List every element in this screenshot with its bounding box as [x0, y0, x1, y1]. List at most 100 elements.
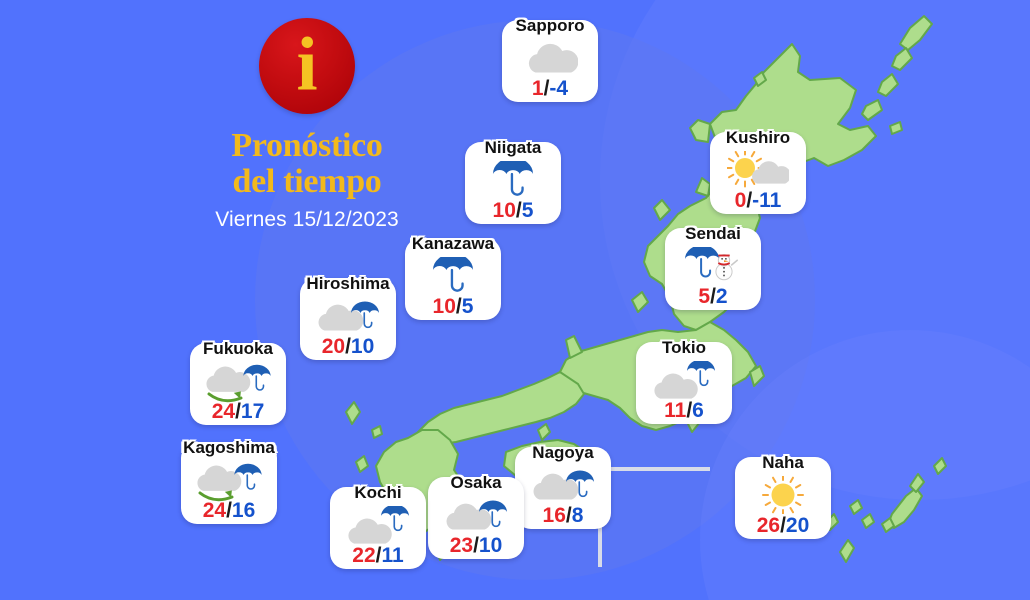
city-label-kushiro: Kushiro — [725, 128, 791, 147]
temp-separator-kagoshima: / — [226, 499, 232, 522]
weather-card-tokio[interactable]: Tokio 11/6 — [636, 338, 732, 424]
temp-separator-kochi: / — [375, 544, 382, 567]
temperature-range-kagoshima: 24/16 — [181, 499, 277, 523]
temperature-range-fukuoka: 24/17 — [190, 400, 286, 424]
temp-max-osaka: 23 — [449, 534, 474, 557]
temp-min-niigata: 5 — [521, 199, 534, 222]
weather-card-kanazawa[interactable]: Kanazawa 10/5 — [405, 234, 501, 320]
temp-min-osaka: 10 — [478, 534, 503, 557]
temp-separator-kanazawa: / — [455, 295, 462, 318]
island-iki — [371, 425, 383, 439]
temperature-range-kochi: 22/11 — [330, 544, 426, 568]
temperature-range-niigata: 10/5 — [465, 199, 561, 223]
city-label-kochi: Kochi — [354, 483, 402, 502]
temp-max-hiroshima: 20 — [321, 335, 346, 358]
temp-separator-kushiro: / — [746, 189, 753, 212]
region-hokkaido-cape — [689, 119, 711, 143]
city-label-niigata: Niigata — [484, 138, 542, 157]
temp-min-sapporo: -4 — [549, 77, 569, 100]
temperature-range-kushiro: 0/-11 — [710, 189, 806, 213]
cloud-wind-umbrella-icon — [190, 362, 286, 403]
page-title-line1: Pronóstico — [231, 127, 383, 164]
temp-max-fukuoka: 24 — [211, 400, 236, 423]
city-label-fukuoka: Fukuoka — [203, 339, 273, 358]
info-icon-glyph: i — [296, 22, 318, 107]
city-label-nagoya: Nagoya — [532, 443, 594, 462]
cloud-wind-umbrella-icon — [181, 461, 277, 502]
temp-min-nagoya: 8 — [571, 504, 584, 527]
weather-card-kochi[interactable]: Kochi 22/11 — [330, 483, 426, 569]
weather-card-sendai[interactable]: Sendai 5/2 — [665, 224, 761, 310]
weather-card-kushiro[interactable]: Kushiro 0/-11 — [710, 128, 806, 214]
island-rishiri — [753, 71, 767, 87]
island-awaji — [537, 423, 551, 441]
weather-card-sapporo[interactable]: Sapporo 1/-4 — [502, 16, 598, 102]
region-tohoku-north-tip — [695, 177, 711, 197]
weather-card-naha[interactable]: Naha 26/20 — [735, 453, 831, 539]
umbrella-snowman-icon — [665, 247, 761, 285]
weather-card-fukuoka[interactable]: Fukuoka 24/17 — [190, 339, 286, 425]
island-kuril-3 — [877, 73, 899, 97]
island-tsushima — [345, 401, 361, 425]
weather-card-kagoshima[interactable]: Kagoshima 24/16 — [181, 438, 277, 524]
page-title-line2: del tiempo — [232, 163, 382, 201]
temp-separator-osaka: / — [473, 534, 479, 557]
weather-card-nagoya[interactable]: Nagoya 16/8 — [515, 443, 611, 529]
cloud-umbrella-icon — [300, 297, 396, 335]
temp-separator-tokio: / — [686, 399, 693, 422]
island-okinawa-s2 — [861, 513, 875, 529]
cloud-icon — [502, 39, 598, 77]
island-sado — [631, 291, 649, 313]
island-shikotan — [889, 121, 903, 135]
temp-max-kushiro: 0 — [734, 189, 747, 212]
temp-min-fukuoka: 17 — [240, 400, 265, 423]
temp-separator-sapporo: / — [543, 77, 550, 100]
temp-min-naha: 20 — [785, 514, 810, 537]
weather-card-osaka[interactable]: Osaka 23/10 — [428, 473, 524, 559]
temp-separator-niigata: / — [515, 199, 522, 222]
island-kuril-2 — [891, 47, 913, 71]
region-noto — [565, 335, 583, 359]
city-label-osaka: Osaka — [450, 473, 502, 492]
cloud-umbrella-icon — [428, 496, 524, 534]
city-label-tokio: Tokio — [661, 338, 707, 357]
temp-max-tokio: 11 — [664, 399, 687, 422]
temp-min-kochi: 11 — [381, 544, 404, 567]
temp-min-hiroshima: 10 — [350, 335, 375, 358]
temp-max-kagoshima: 24 — [202, 499, 227, 522]
temperature-range-sendai: 5/2 — [665, 285, 761, 309]
island-goto — [355, 455, 369, 473]
temp-max-nagoya: 16 — [542, 504, 566, 527]
temp-max-naha: 26 — [756, 514, 781, 537]
city-label-kanazawa: Kanazawa — [411, 234, 495, 253]
city-label-sendai: Sendai — [685, 224, 741, 243]
cloud-umbrella-icon — [515, 466, 611, 504]
temp-separator-hiroshima: / — [345, 335, 351, 358]
city-label-sapporo: Sapporo — [515, 16, 585, 35]
weather-card-hiroshima[interactable]: Hiroshima 20/10 — [300, 274, 396, 360]
info-icon: i — [259, 18, 355, 114]
temperature-range-tokio: 11/6 — [636, 399, 732, 423]
city-label-hiroshima: Hiroshima — [306, 274, 390, 293]
temperature-range-hiroshima: 20/10 — [300, 335, 396, 359]
cloud-umbrella-top-icon — [330, 506, 426, 544]
temperature-range-sapporo: 1/-4 — [502, 77, 598, 101]
title-block: i Pronóstico del tiempo Viernes 15/12/20… — [196, 18, 418, 232]
weather-card-niigata[interactable]: Niigata 10/5 — [465, 138, 561, 224]
sun-cloud-icon — [710, 151, 806, 189]
island-okinawa-n — [909, 473, 925, 493]
temp-min-kagoshima: 16 — [231, 499, 256, 522]
city-label-naha: Naha — [762, 453, 804, 472]
forecast-date: Viernes 15/12/2023 — [215, 208, 399, 232]
city-label-kagoshima: Kagoshima — [183, 438, 275, 457]
cloud-umbrella-top-icon — [636, 361, 732, 399]
temp-max-sendai: 5 — [698, 285, 711, 308]
temp-separator-fukuoka: / — [235, 400, 241, 423]
temp-separator-sendai: / — [710, 285, 716, 308]
temp-max-kochi: 22 — [352, 544, 376, 567]
temp-max-sapporo: 1 — [531, 77, 544, 100]
temp-max-kanazawa: 10 — [432, 295, 456, 318]
temperature-range-nagoya: 16/8 — [515, 504, 611, 528]
umbrella-icon — [405, 257, 501, 295]
